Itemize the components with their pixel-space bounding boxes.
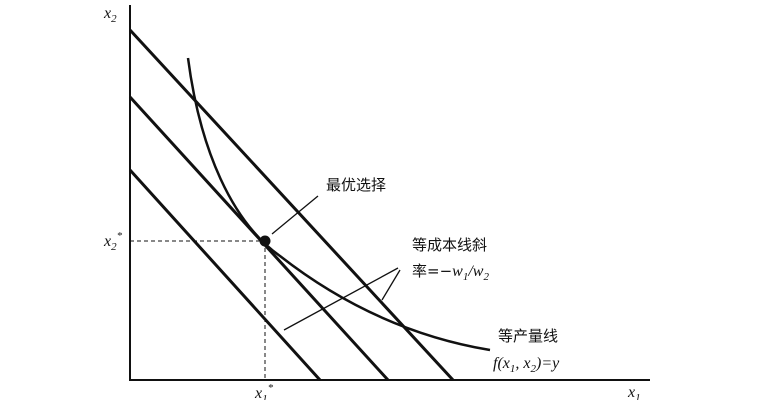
isocost-line [128,28,455,382]
label-run: 2 [111,13,117,25]
label-run: x [627,384,635,400]
label-isocost-2: 率=−w1/w2 [412,262,489,283]
label-run: 1 [262,393,268,400]
pointer-line [381,269,401,301]
label-run: )= [535,355,552,372]
label-run: 2 [531,363,537,375]
label-run: w [473,263,484,280]
label-run: 率=− [412,262,452,280]
pointer-line [283,267,399,331]
label-run: 最优选择 [326,176,386,194]
label-isocost-1: 等成本线斜 [412,236,487,254]
label-run: x [522,355,530,372]
label-y-axis: x2 [103,5,117,25]
label-run: 1 [510,363,516,375]
label-run: 等产量线 [498,327,558,345]
label-isoquant-2: f(x1, x2)=y [493,355,560,375]
label-run: 2 [483,271,489,283]
optimum-point [259,235,271,247]
label-run: x [103,233,111,250]
label-run: w [452,263,463,280]
label-run: 等成本线斜 [412,236,487,254]
label-run: x [103,5,111,22]
label-optimal-choice: 最优选择 [326,176,386,194]
pointer-line [271,195,319,235]
isoquant-curve [186,57,491,352]
label-run: , [515,355,523,372]
label-run: y [550,355,560,372]
label-run: f [493,355,500,372]
label-run: 1 [635,392,641,400]
label-run: * [117,230,123,242]
label-run: 1 [463,271,469,283]
label-run: x [502,355,510,372]
label-x-axis: x1 [627,384,641,400]
label-run: * [268,382,274,394]
label-isoquant-1: 等产量线 [498,327,558,345]
label-run: x [254,385,262,400]
label-run: ( [497,355,504,372]
label-run: 2 [111,241,117,253]
label-x2-star: x2* [103,230,123,253]
label-x1-star: x1* [254,382,274,400]
label-run: / [467,263,474,280]
isocost-line [128,168,322,382]
